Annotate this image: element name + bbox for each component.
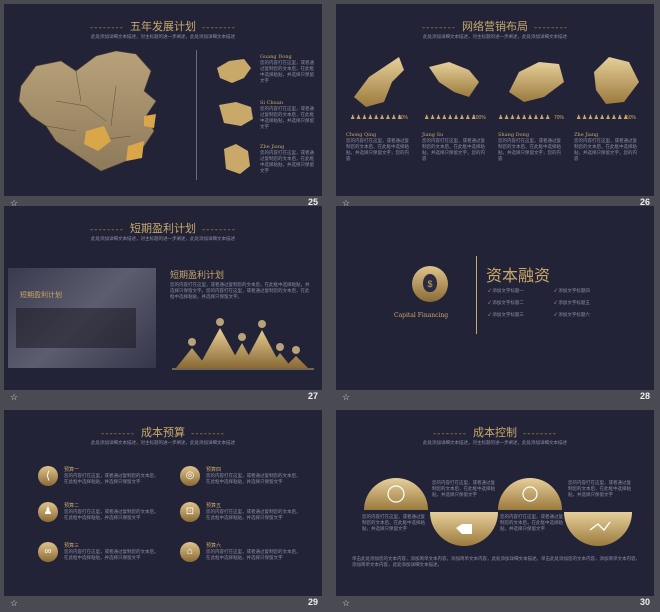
china-map [18,50,157,172]
slide-28-canvas: $ Capital Financing 资本融资 ✓ 添加文字标题一 ✓ 添加文… [336,206,654,390]
star-icon[interactable]: ☆ [342,598,351,608]
compass-icon: ◎ [180,466,200,486]
province-shapes [354,57,639,107]
slide-title: -------- 网络营销布局 -------- [422,20,568,33]
slide-caption: ☆ 25 [10,197,318,208]
slide-title: 资本融资 [486,268,551,285]
budget-item: 预算一 您的内容打在这里，或者通过复制您的文本后，在此框中选择粘贴，并选择只保留文… [64,467,159,484]
star-icon[interactable]: ☆ [10,392,19,402]
people-icons: ♟♟♟♟♟♟♟♟♟ [350,115,403,121]
office-photo: 短期盈利计划 [8,268,156,368]
slide-subtitle: 此处添加详细文本描述，对主标题的进一步阐述，此处添加详细文本描述 [91,440,235,445]
budget-item: 预算六 您的内容打在这里，或者通过复制您的文本后，在此框中选择粘贴，并选择只保留文… [206,543,301,560]
caption: Capital Financing [394,312,449,319]
list-item: ✓ 添加文字标题一 [488,288,524,293]
slide-30[interactable]: -------- 成本控制 -------- 此处添加详细文本描述，对主标题的进一步… [336,410,654,612]
home-icon: ⌂ [180,542,200,562]
section-heading: 短期盈利计划 [170,270,225,280]
money-bag-icon: $ [412,266,448,302]
slide-25-canvas: -------- 五年发展计划 -------- 此处添加详细文本描述，对主标题的进… [4,4,322,196]
region-item: Zhe Jiang 您的内容打在这里，或者通过复制您的文本后，在此框中选择粘贴，并… [574,132,637,161]
star-icon[interactable]: ☆ [10,198,19,208]
percent-label: 90% [398,115,409,121]
region-item: Shang Dong 您的内容打在这里，或者通过复制您的文本后，在此框中选择粘贴，… [498,132,561,161]
section-text: 您的内容打在这里，或者通过复制您的文本后，在此框中选择粘贴，并选择只保留文字。您… [170,282,310,299]
slide-subtitle: 此处添加详细文本描述，对主标题的进一步阐述，此处添加详细文本描述 [423,440,567,445]
list-item: ✓ 添加文字标题三 [488,312,524,317]
divider [476,256,477,334]
slide-subtitle: 此处添加详细文本描述，对主标题的进一步阐述，此处添加详细文本描述 [91,236,235,241]
share-icon: ⟨ [38,466,58,486]
region-item: Si Chuan 您的内容打在这里，或者通过复制您的文本后，在此框中选择粘贴，并… [260,100,314,129]
star-icon[interactable]: ☆ [342,198,351,208]
slide-29-canvas: -------- 成本预算 -------- 此处添加详细文本描述，对主标题的进一步… [4,410,322,596]
slide-subtitle: 此处添加详细文本描述，对主标题的进一步阐述，此处添加详细文本描述 [91,34,235,39]
list-item: ✓ 添加文字标题四 [554,288,590,293]
slide-29[interactable]: -------- 成本预算 -------- 此处添加详细文本描述，对主标题的进一步… [4,410,322,612]
slide-27-canvas: -------- 短期盈利计划 -------- 此处添加详细文本描述，对主标题的进… [4,206,322,390]
region-item: Guang Dong 您的内容打在这里，或者通过复制您的文本后，在此框中选择粘贴… [260,54,314,83]
slide-25[interactable]: -------- 五年发展计划 -------- 此处添加详细文本描述，对主标题的进… [4,4,322,210]
slide-subtitle: 此处添加详细文本描述，对主标题的进一步阐述，此处添加详细文本描述 [423,34,567,39]
budget-item: 预算四 您的内容打在这里，或者通过复制您的文本后，在此框中选择粘贴，并选择只保留文… [206,467,301,484]
slide-26-canvas: -------- 网络营销布局 -------- 此处添加详细文本描述，对主标题的进… [336,4,654,196]
slide-title: -------- 成本预算 -------- [101,426,225,439]
divider [196,50,197,180]
slide-28[interactable]: $ Capital Financing 资本融资 ✓ 添加文字标题一 ✓ 添加文… [336,206,654,412]
link-icon: ∞ [38,542,58,562]
list-item: ✓ 添加文字标题六 [554,312,590,317]
percent-label: 70% [554,115,565,121]
list-item: ✓ 添加文字标题五 [554,300,590,305]
blurb: 您的内容打在这里，或者通过复制您的文本后，在此框中选择粘贴，并选择只保留文字 [500,514,563,531]
footer-text: 单击此处添加您的文本内容，添加简单文本内容，添加简单文本内容，此处添加详细文本描… [352,556,640,567]
budget-item: 预算五 您的内容打在这里，或者通过复制您的文本后，在此框中选择粘贴，并选择只保留文… [206,503,301,520]
star-icon[interactable]: ☆ [342,392,351,402]
lock-icon: ⊡ [180,502,200,522]
percent-label: 100% [473,115,486,121]
slide-caption: ☆ 27 [10,391,318,402]
semi-circles-diagram [364,478,632,546]
blurb: 您的内容打在这里，或者通过复制您的文本后，在此框中选择粘贴，并选择只保留文字 [432,480,495,497]
people-icon: ♟ [38,502,58,522]
percent-label: 60% [626,115,637,121]
people-icons: ♟♟♟♟♟♟♟♟♟ [424,115,477,121]
blurb: 您的内容打在这里，或者通过复制您的文本后，在此框中选择粘贴，并选择只保留文字 [568,480,631,497]
sichuan-icon [219,102,253,126]
slide-caption: ☆ 29 [10,597,318,608]
slide-caption: ☆ 28 [342,391,650,402]
slide-title: -------- 短期盈利计划 -------- [90,222,236,235]
blurb: 您的内容打在这里，或者通过复制您的文本后，在此框中选择粘贴，并选择只保留文字 [362,514,425,531]
slide-26[interactable]: -------- 网络营销布局 -------- 此处添加详细文本描述，对主标题的进… [336,4,654,210]
guangdong-icon [217,59,251,83]
region-item: Jiang Su 您的内容打在这里，或者通过复制您的文本后，在此框中选择粘贴，并选… [422,132,485,161]
slide-caption: ☆ 30 [342,597,650,608]
zhejiang-icon [224,144,250,174]
people-icons: ♟♟♟♟♟♟♟♟♟ [498,115,551,121]
budget-item: 预算三 您的内容打在这里，或者通过复制您的文本后，在此框中选择粘贴，并选择只保留文… [64,543,159,560]
slide-30-canvas: -------- 成本控制 -------- 此处添加详细文本描述，对主标题的进一步… [336,410,654,596]
people-icons: ♟♟♟♟♟♟♟♟♟ [576,115,629,121]
budget-item: 预算二 您的内容打在这里，或者通过复制您的文本后，在此框中选择粘贴，并选择只保留文… [64,503,159,520]
slide-caption: ☆ 26 [342,197,650,208]
slide-title: -------- 五年发展计划 -------- [90,20,236,33]
slide-27[interactable]: -------- 短期盈利计划 -------- 此处添加详细文本描述，对主标题的进… [4,206,322,412]
star-icon[interactable]: ☆ [10,598,19,608]
slide-title: -------- 成本控制 -------- [433,426,557,439]
region-item: Zhe Jiang 您的内容打在这里，或者通过复制您的文本后，在此框中选择粘贴，… [260,144,314,173]
peaks-chart [172,318,314,370]
region-item: Chong Qing 您的内容打在这里，或者通过复制您的文本后，在此框中选择粘贴，… [346,132,409,161]
list-item: ✓ 添加文字标题二 [488,300,524,305]
